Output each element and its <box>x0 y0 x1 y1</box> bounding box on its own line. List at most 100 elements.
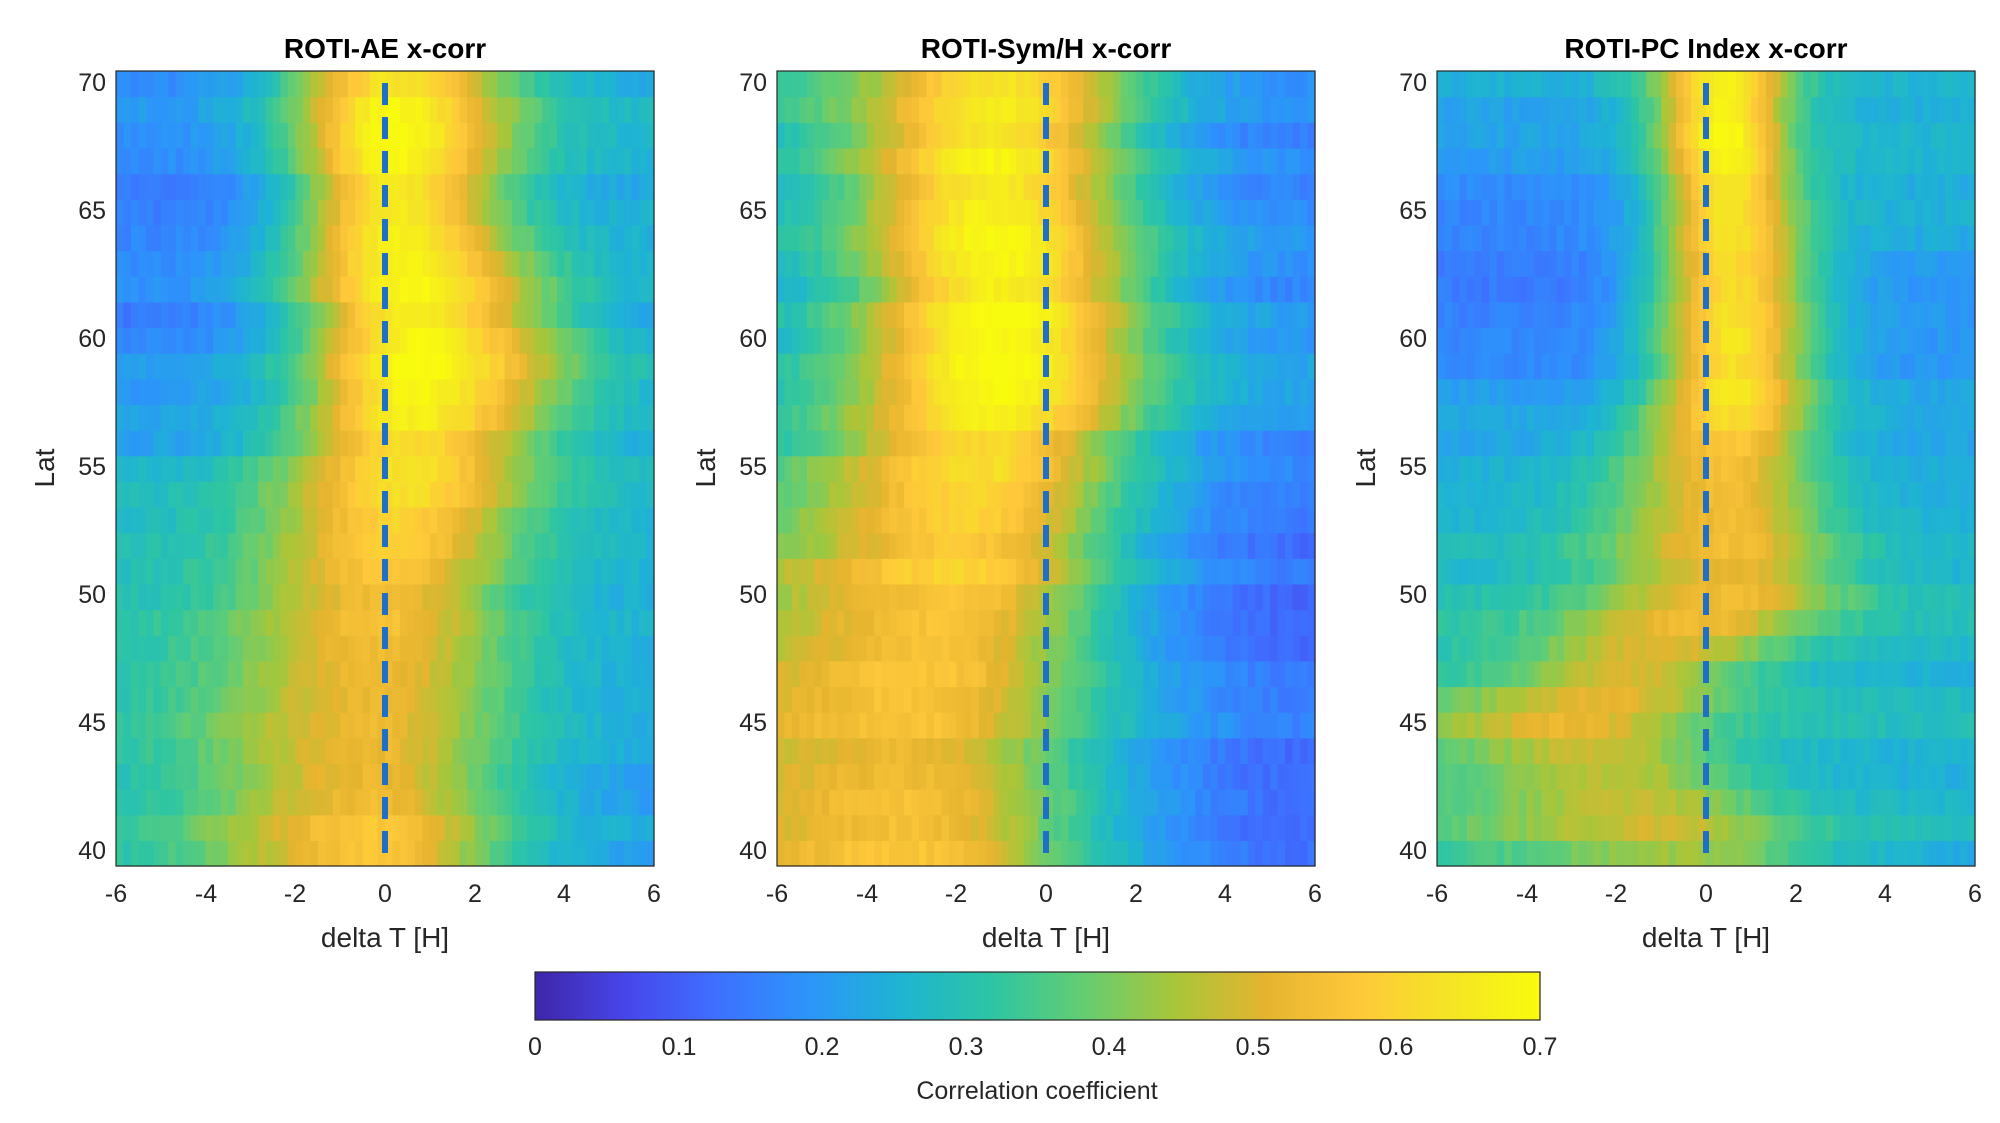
heatmap-cell <box>918 122 928 149</box>
heatmap-cell <box>1068 404 1077 431</box>
heatmap-cell <box>1001 763 1010 790</box>
heatmap-cell <box>1255 660 1264 688</box>
heatmap-cell <box>1698 737 1707 765</box>
heatmap-cell <box>1195 840 1204 867</box>
heatmap-cell <box>1225 378 1234 405</box>
heatmap-cell <box>459 763 468 790</box>
heatmap-cell <box>272 455 281 482</box>
heatmap-cell <box>1847 840 1857 867</box>
heatmap-cell <box>160 763 169 790</box>
heatmap-cell <box>310 378 319 405</box>
heatmap-cell <box>1090 763 1099 790</box>
heatmap-cell <box>407 301 416 329</box>
heatmap-cell <box>1187 147 1197 175</box>
heatmap-cell <box>963 506 972 534</box>
heatmap-cell <box>631 532 640 559</box>
heatmap-cell <box>777 558 786 585</box>
heatmap-cell <box>145 147 154 175</box>
heatmap-cell <box>1608 712 1617 739</box>
heatmap-cell <box>519 712 528 739</box>
heatmap-cell <box>1113 250 1122 277</box>
heatmap-cell <box>392 840 401 867</box>
heatmap-cell <box>1187 814 1197 841</box>
heatmap-cell <box>130 840 140 867</box>
heatmap-cell <box>444 455 453 482</box>
heatmap-cell <box>422 327 431 354</box>
heatmap-cell <box>198 378 207 405</box>
heatmap-cell <box>1300 276 1309 303</box>
heatmap-cell <box>1676 814 1685 841</box>
heatmap-cell <box>295 609 304 636</box>
heatmap-cell <box>993 173 1002 200</box>
heatmap-cell <box>814 660 823 688</box>
heatmap-cell <box>1195 404 1204 431</box>
heatmap-cell <box>1023 481 1032 508</box>
heatmap-cell <box>978 481 987 508</box>
heatmap-cell <box>791 224 801 252</box>
heatmap-cell <box>407 583 416 611</box>
heatmap-cell <box>534 506 543 534</box>
heatmap-cell <box>851 609 860 636</box>
heatmap-cell <box>444 404 453 431</box>
heatmap-cell <box>586 558 595 585</box>
heatmap-cell <box>586 147 595 175</box>
heatmap-cell <box>422 96 431 123</box>
heatmap-cell <box>821 96 830 123</box>
heatmap-cell <box>1046 814 1055 841</box>
heatmap-cell <box>175 250 184 277</box>
heatmap-cell <box>986 506 995 534</box>
heatmap-cell <box>1601 789 1610 816</box>
heatmap-cell <box>1187 789 1197 816</box>
heatmap-cell <box>168 147 177 175</box>
heatmap-cell <box>1541 789 1550 816</box>
heatmap-cell <box>407 635 416 662</box>
heatmap-cell <box>844 455 853 482</box>
heatmap-cell <box>302 712 311 739</box>
heatmap-cell <box>370 737 379 765</box>
heatmap-cell <box>257 71 267 98</box>
heatmap-cell <box>866 378 875 405</box>
heatmap-cell <box>1210 71 1219 98</box>
heatmap-cell <box>806 814 815 841</box>
heatmap-cell <box>340 609 349 636</box>
heatmap-cell <box>1915 763 1924 790</box>
heatmap-cell <box>235 122 244 149</box>
heatmap-cell <box>1187 96 1197 123</box>
heatmap-cell <box>859 609 868 636</box>
heatmap-cell <box>1210 583 1219 611</box>
heatmap-cell <box>1128 122 1137 149</box>
heatmap-cell <box>452 583 461 611</box>
heatmap-cell <box>1930 814 1939 841</box>
heatmap-cell <box>926 430 935 457</box>
heatmap-cell <box>272 686 281 713</box>
heatmap-cell <box>948 712 957 739</box>
heatmap-cell <box>1833 763 1842 790</box>
heatmap-cell <box>829 506 838 534</box>
heatmap-cell <box>1135 814 1144 841</box>
heatmap-cell <box>609 532 618 559</box>
heatmap-cell <box>526 506 536 534</box>
heatmap-cell <box>609 686 618 713</box>
heatmap-cell <box>1225 660 1234 688</box>
heatmap-cell <box>1653 763 1662 790</box>
heatmap-cell <box>355 353 364 380</box>
heatmap-cell <box>1105 404 1114 431</box>
heatmap-cell <box>1232 173 1241 200</box>
heatmap-cell <box>1105 276 1114 303</box>
heatmap-cell <box>512 327 521 354</box>
heatmap-cell <box>370 71 379 98</box>
heatmap-cell <box>586 660 595 688</box>
heatmap-cell <box>594 301 603 329</box>
heatmap-cell <box>1016 173 1025 200</box>
heatmap-cell <box>1158 122 1167 149</box>
heatmap-cell <box>1173 96 1182 123</box>
heatmap-cell <box>1090 353 1099 380</box>
heatmap-cell <box>986 532 995 559</box>
heatmap-cell <box>459 558 468 585</box>
heatmap-cell <box>956 609 965 636</box>
heatmap-cell <box>1466 686 1475 713</box>
heatmap-cell <box>1788 737 1797 765</box>
heatmap-cell <box>265 96 274 123</box>
heatmap-cell <box>512 147 521 175</box>
heatmap-cell <box>918 276 928 303</box>
